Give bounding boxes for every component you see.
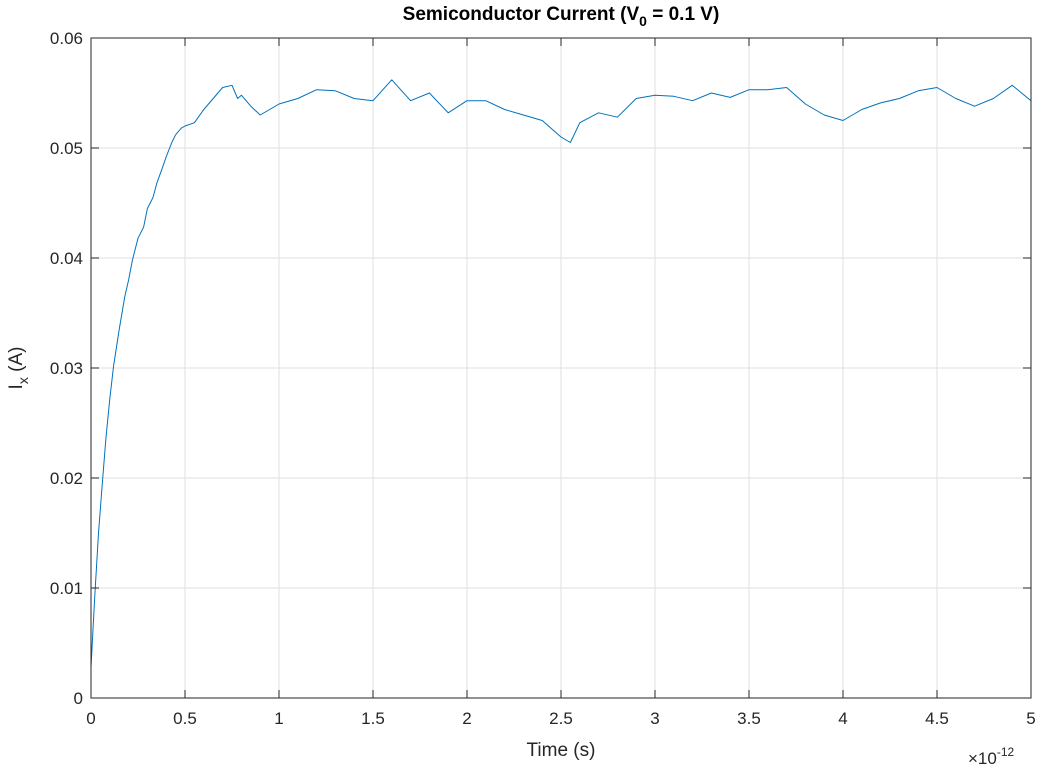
y-tick-label: 0 (74, 689, 83, 708)
x-exponent-prefix: ×10 (968, 749, 997, 766)
y-tick-label: 0.05 (50, 139, 83, 158)
series-line-0 (90, 79, 1032, 668)
x-tick-label: 0.5 (173, 709, 197, 728)
y-tick-label: 0.02 (50, 469, 83, 488)
x-exponent-power: -12 (997, 745, 1015, 759)
ylabel-main: I (6, 384, 27, 389)
x-tick-label: 4.5 (925, 709, 949, 728)
x-tick-label: 5 (1026, 709, 1035, 728)
grid (91, 38, 1031, 698)
x-tick-label: 2 (462, 709, 471, 728)
ylabel-subscript: x (15, 377, 31, 384)
ticks: 0 0.5 1 1.5 2 2.5 3 3.5 4 4.5 5 0 0.01 0.02 0.03 0.04 0.… (50, 29, 1036, 728)
series-layer (90, 79, 1032, 668)
y-axis-label: Ix (A) (6, 347, 31, 390)
x-tick-label: 1 (274, 709, 283, 728)
chart-title: Semiconductor Current (V0 = 0.1 V) (403, 4, 720, 29)
x-tick-label: 4 (838, 709, 847, 728)
title-main: Semiconductor Current (V (403, 4, 640, 25)
title-subscript: 0 (639, 13, 647, 29)
ylabel-rest: (A) (6, 347, 27, 378)
x-tick-label: 1.5 (361, 709, 385, 728)
y-tick-label: 0.04 (50, 249, 83, 268)
x-axis-label: Time (s) (527, 740, 596, 761)
y-tick-label: 0.01 (50, 579, 83, 598)
title-rest: = 0.1 V) (647, 4, 719, 25)
x-tick-label: 3 (650, 709, 659, 728)
x-tick-label: 0 (86, 709, 95, 728)
y-tick-label: 0.06 (50, 29, 83, 48)
x-tick-label: 3.5 (737, 709, 761, 728)
x-exponent-label: ×10-12 (968, 745, 1015, 766)
x-tick-label: 2.5 (549, 709, 573, 728)
y-tick-label: 0.03 (50, 359, 83, 378)
